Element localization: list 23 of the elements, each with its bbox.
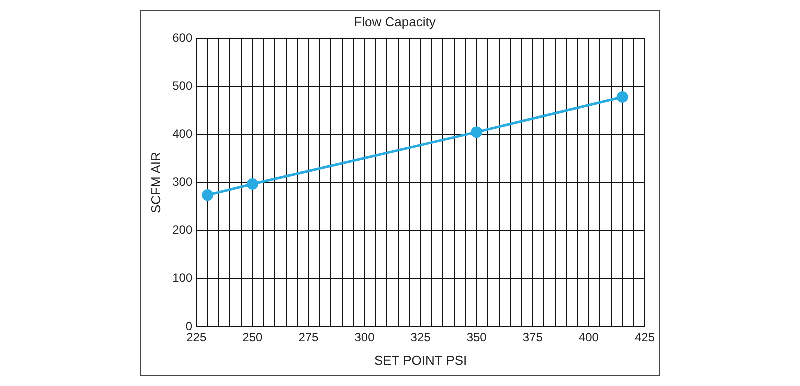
point (471, 126, 483, 138)
y-tick-label: 600 (172, 30, 193, 45)
x-tick-label: 225 (186, 330, 207, 345)
x-tick-label: 425 (634, 330, 656, 345)
x-tick-label: 250 (242, 330, 263, 345)
y-tick-label: 500 (172, 78, 193, 93)
x-tick-label: 275 (298, 330, 320, 345)
y-tick-label: 300 (172, 175, 193, 190)
point (246, 178, 258, 190)
x-tick-label: 400 (578, 330, 600, 345)
x-tick-label: 375 (522, 330, 544, 345)
y-tick-label: 200 (172, 223, 193, 238)
x-tick-label: 350 (466, 330, 488, 345)
point (202, 190, 214, 202)
y-tick-label: 0 (186, 319, 193, 334)
y-axis-title: SCFM AIR (148, 152, 164, 214)
x-tick-label: 300 (354, 330, 376, 345)
chart-title: Flow Capacity (354, 14, 436, 30)
x-tick-label: 325 (410, 330, 432, 345)
x-axis-title: SET POINT PSI (374, 352, 468, 368)
y-tick-label: 400 (172, 127, 193, 142)
point (616, 91, 628, 103)
y-tick-label: 100 (172, 271, 193, 286)
